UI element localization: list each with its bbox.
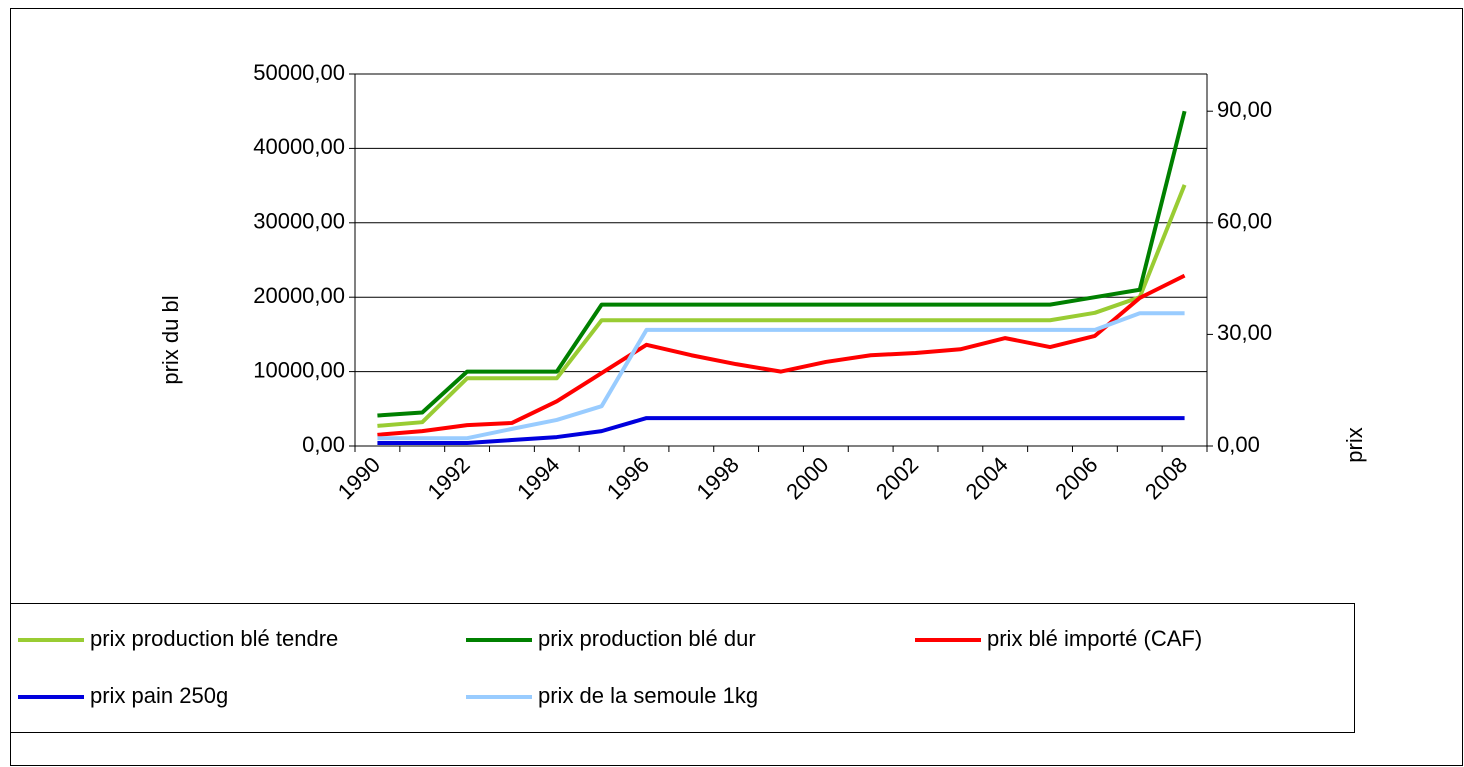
legend-label: prix de la semoule 1kg <box>538 683 758 708</box>
y-tick-label: 30000,00 <box>253 209 345 234</box>
series-line <box>377 184 1187 428</box>
y-tick-label: 20000,00 <box>253 283 345 308</box>
y-tick-label: 40000,00 <box>253 134 345 159</box>
y-axis-label: prix du bl <box>158 295 183 384</box>
legend-label: prix production blé tendre <box>90 626 338 651</box>
y2-axis-label: prix <box>1342 427 1367 462</box>
legend-label: prix blé importé (CAF) <box>987 626 1202 651</box>
series-line <box>377 110 1187 418</box>
legend-box <box>10 603 1355 733</box>
y-tick-label: 10000,00 <box>253 357 345 382</box>
y-tick-label: 0,00 <box>302 432 345 457</box>
y2-tick-label: 90,00 <box>1217 97 1272 122</box>
series-line <box>377 416 1185 446</box>
y-tick-label: 50000,00 <box>253 60 345 85</box>
series-line <box>377 311 1185 441</box>
y2-tick-label: 60,00 <box>1217 209 1272 234</box>
y2-tick-label: 0,00 <box>1217 432 1260 457</box>
legend-label: prix production blé dur <box>538 626 756 651</box>
y2-tick-label: 30,00 <box>1217 320 1272 345</box>
series-line <box>377 273 1186 437</box>
legend-label: prix pain 250g <box>90 683 228 708</box>
